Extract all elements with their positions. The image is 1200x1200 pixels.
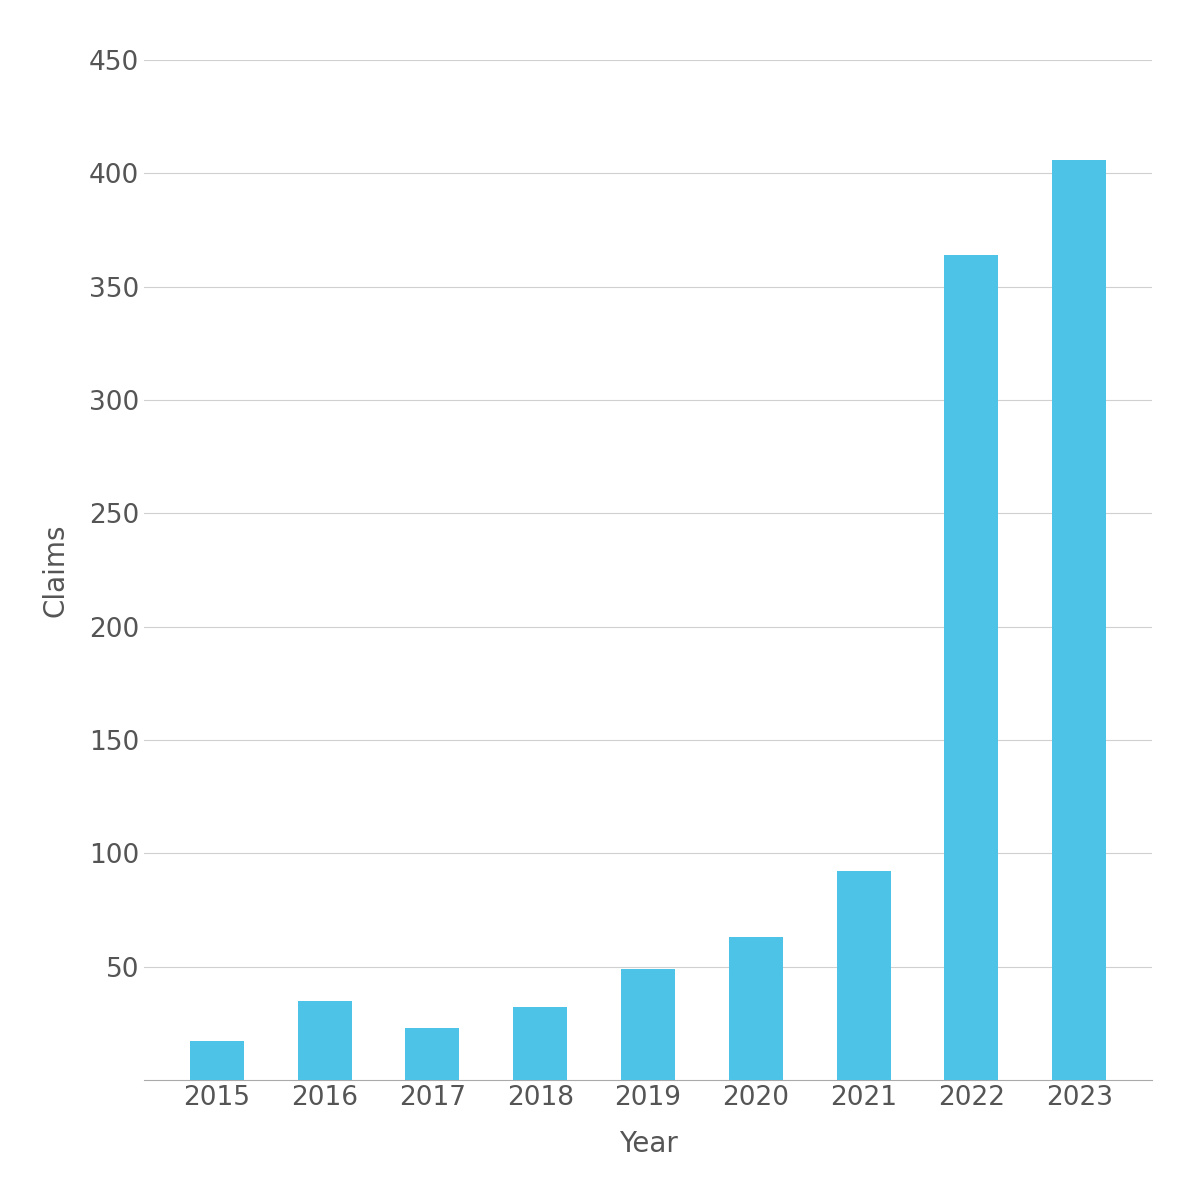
Bar [514, 1008, 568, 1080]
Bar [190, 1042, 244, 1080]
Bar [728, 937, 782, 1080]
Bar [298, 1001, 352, 1080]
Y-axis label: Claims: Claims [42, 523, 70, 617]
Bar [944, 254, 998, 1080]
Bar [1052, 160, 1106, 1080]
Bar [622, 968, 674, 1080]
X-axis label: Year: Year [618, 1130, 678, 1158]
Bar [406, 1028, 460, 1080]
Bar [836, 871, 890, 1080]
